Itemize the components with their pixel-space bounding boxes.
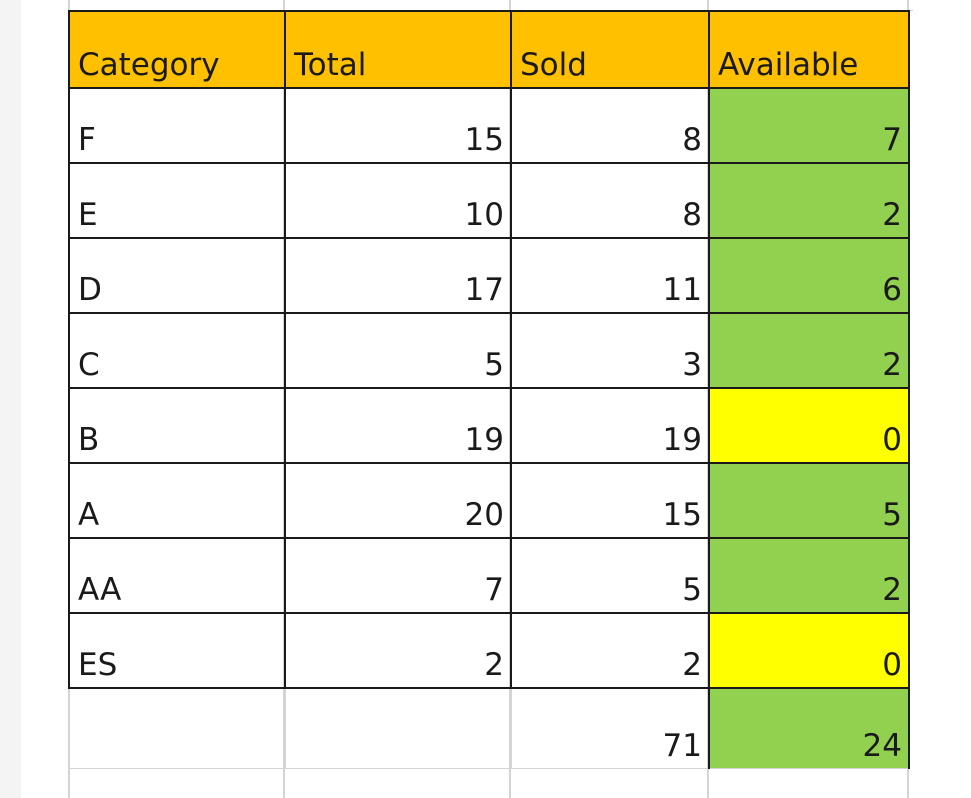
table-row: A 20 15 5 bbox=[68, 462, 910, 539]
cell-total[interactable]: 20 bbox=[284, 462, 512, 539]
cell-total-category[interactable] bbox=[68, 687, 286, 769]
cell-category[interactable]: F bbox=[68, 87, 286, 164]
table-row: B 19 19 0 bbox=[68, 387, 910, 464]
cell-available[interactable]: 0 bbox=[708, 387, 910, 464]
cell-available[interactable]: 7 bbox=[708, 87, 910, 164]
cell-available[interactable]: 2 bbox=[708, 537, 910, 614]
cell-total[interactable]: 10 bbox=[284, 162, 512, 239]
cell-sold[interactable]: 15 bbox=[510, 462, 710, 539]
spreadsheet-area: Category Total Sold Available F 15 8 7 E 10 8 2… bbox=[68, 0, 918, 798]
cell-total[interactable]: 19 bbox=[284, 387, 512, 464]
cell-sold[interactable]: 19 bbox=[510, 387, 710, 464]
cell-category[interactable]: D bbox=[68, 237, 286, 314]
cell-category[interactable]: C bbox=[68, 312, 286, 389]
header-total[interactable]: Total bbox=[284, 10, 512, 89]
header-available[interactable]: Available bbox=[708, 10, 910, 89]
cell-sold[interactable]: 3 bbox=[510, 312, 710, 389]
cell-available[interactable]: 2 bbox=[708, 312, 910, 389]
cell-category[interactable]: AA bbox=[68, 537, 286, 614]
cell-sold[interactable]: 5 bbox=[510, 537, 710, 614]
totals-row: 71 24 bbox=[68, 687, 910, 769]
cell-total[interactable]: 5 bbox=[284, 312, 512, 389]
table-body: F 15 8 7 E 10 8 2 D 17 11 6 C 5 3 2 B 19 19 0 A 20 15 5 AA 7 5 2 ES 2… bbox=[68, 87, 910, 769]
cell-available[interactable]: 0 bbox=[708, 612, 910, 689]
cell-category[interactable]: A bbox=[68, 462, 286, 539]
cell-available[interactable]: 6 bbox=[708, 237, 910, 314]
table-row: AA 7 5 2 bbox=[68, 537, 910, 614]
cell-category[interactable]: ES bbox=[68, 612, 286, 689]
header-row: Category Total Sold Available bbox=[68, 10, 910, 89]
cell-sold[interactable]: 2 bbox=[510, 612, 710, 689]
table-row: E 10 8 2 bbox=[68, 162, 910, 239]
cell-total[interactable]: 17 bbox=[284, 237, 512, 314]
cell-available[interactable]: 2 bbox=[708, 162, 910, 239]
cell-total-sold[interactable]: 71 bbox=[510, 687, 710, 769]
cell-sold[interactable]: 11 bbox=[510, 237, 710, 314]
cell-category[interactable]: B bbox=[68, 387, 286, 464]
inventory-table: Category Total Sold Available F 15 8 7 E 10 8 2… bbox=[68, 10, 910, 769]
left-gutter bbox=[0, 0, 21, 798]
cell-available[interactable]: 5 bbox=[708, 462, 910, 539]
cell-total-total[interactable] bbox=[284, 687, 512, 769]
cell-sold[interactable]: 8 bbox=[510, 87, 710, 164]
header-category[interactable]: Category bbox=[68, 10, 286, 89]
table-row: F 15 8 7 bbox=[68, 87, 910, 164]
cell-total[interactable]: 2 bbox=[284, 612, 512, 689]
cell-total-available[interactable]: 24 bbox=[708, 687, 910, 769]
cell-sold[interactable]: 8 bbox=[510, 162, 710, 239]
cell-category[interactable]: E bbox=[68, 162, 286, 239]
cell-total[interactable]: 15 bbox=[284, 87, 512, 164]
header-sold[interactable]: Sold bbox=[510, 10, 710, 89]
table-row: D 17 11 6 bbox=[68, 237, 910, 314]
table-row: ES 2 2 0 bbox=[68, 612, 910, 689]
cell-total[interactable]: 7 bbox=[284, 537, 512, 614]
